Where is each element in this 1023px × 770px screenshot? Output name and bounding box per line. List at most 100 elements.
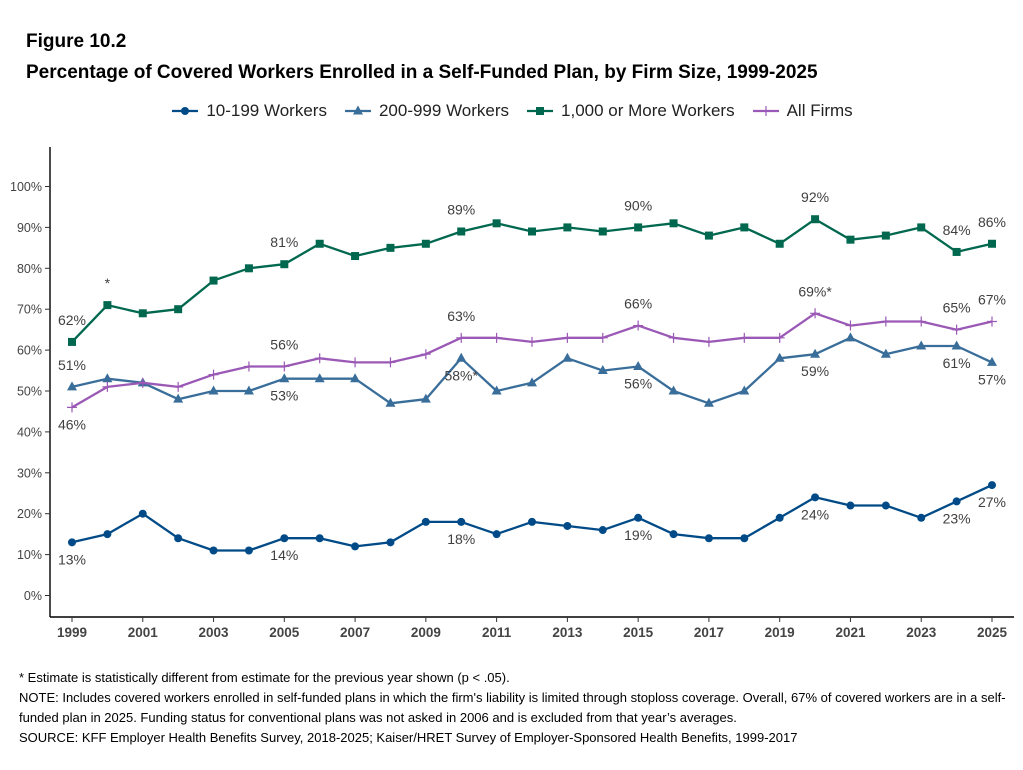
data-point — [350, 357, 361, 368]
data-point — [988, 239, 996, 248]
chart-notes: * Estimate is statistically different fr… — [19, 668, 1009, 748]
y-tick-label: 0% — [24, 589, 42, 603]
x-tick-label: 2007 — [340, 625, 370, 640]
data-point — [386, 243, 395, 252]
data-point — [527, 377, 537, 387]
data-point — [774, 332, 785, 343]
data-point — [243, 361, 254, 372]
data-point — [563, 521, 572, 530]
significance-note: * Estimate is statistically different fr… — [19, 670, 510, 685]
y-tick-label: 80% — [17, 262, 42, 276]
data-point — [703, 336, 714, 347]
data-point — [209, 546, 218, 555]
data-label: 13% — [58, 551, 86, 567]
data-point — [598, 227, 607, 236]
data-point — [846, 235, 855, 244]
data-label: 23% — [943, 510, 971, 526]
y-tick-label: 40% — [17, 425, 42, 439]
chart-legend: 10-199 Workers 200-999 Workers 1,000 or Mo… — [0, 98, 1023, 124]
data-point — [174, 305, 183, 314]
y-tick-label: 10% — [17, 548, 42, 562]
data-point — [634, 223, 643, 232]
data-point — [597, 332, 608, 343]
data-point — [421, 517, 430, 526]
data-point — [420, 393, 431, 403]
data-point — [351, 252, 360, 261]
data-label: 61% — [943, 355, 971, 371]
data-label: 63% — [447, 308, 475, 324]
legend-label: 10-199 Workers — [206, 101, 327, 120]
data-point — [669, 530, 678, 539]
data-label: 14% — [270, 547, 298, 563]
data-point — [350, 373, 361, 383]
data-point — [280, 534, 289, 543]
data-point — [703, 397, 714, 407]
data-point — [774, 352, 785, 362]
x-tick-label: 2011 — [482, 625, 512, 640]
legend-label: 200-999 Workers — [378, 101, 510, 120]
data-point — [845, 320, 856, 331]
data-point — [633, 320, 644, 331]
data-label: 53% — [270, 388, 298, 404]
data-point — [492, 219, 501, 228]
data-point — [597, 365, 608, 375]
x-tick-label: 2013 — [552, 625, 583, 640]
data-point — [456, 332, 467, 343]
x-tick-label: 2005 — [269, 625, 300, 640]
data-point — [811, 215, 820, 224]
data-label: 18% — [447, 531, 475, 547]
data-point — [845, 332, 856, 342]
data-point — [385, 357, 396, 368]
data-point — [917, 223, 926, 232]
data-point — [315, 239, 324, 248]
data-point — [457, 227, 466, 236]
data-point — [598, 526, 607, 535]
data-point — [562, 352, 573, 362]
legend-marker — [352, 105, 363, 115]
data-point — [704, 534, 713, 543]
data-label: 81% — [270, 234, 298, 250]
data-label: 19% — [624, 527, 652, 543]
data-point — [314, 373, 325, 383]
data-label: 24% — [801, 506, 829, 522]
y-tick-label: 50% — [17, 385, 42, 399]
data-point — [952, 497, 961, 506]
series-10-199-workers — [68, 481, 996, 555]
data-point — [137, 377, 148, 388]
figure-number: Figure 10.2 — [26, 31, 127, 52]
data-point — [810, 348, 821, 358]
data-point — [669, 219, 678, 228]
data-point — [280, 260, 289, 269]
data-point — [138, 509, 147, 518]
x-tick-label: 2025 — [977, 625, 1008, 640]
legend-marker — [536, 107, 545, 115]
legend-swatch — [172, 107, 199, 115]
legend-swatch — [752, 106, 779, 116]
y-tick-label: 70% — [17, 303, 42, 317]
data-label: 58%* — [444, 367, 478, 383]
data-label: 62% — [58, 312, 86, 328]
data-point — [739, 385, 750, 395]
y-tick-label: 90% — [17, 221, 42, 235]
data-point — [67, 402, 77, 413]
data-point — [103, 530, 112, 539]
data-point — [951, 340, 962, 350]
data-point — [563, 223, 572, 232]
data-point — [279, 361, 290, 372]
data-point — [208, 385, 219, 395]
x-tick-label: 2015 — [623, 625, 654, 640]
data-point — [668, 332, 679, 343]
data-point — [881, 501, 890, 510]
data-point — [916, 340, 927, 350]
data-point — [421, 239, 430, 248]
data-point — [315, 534, 324, 543]
data-point — [102, 381, 113, 392]
data-label: 84% — [943, 222, 971, 238]
data-point — [527, 336, 537, 347]
x-tick-label: 2001 — [128, 625, 159, 640]
source-note: SOURCE: KFF Employer Health Benefits Sur… — [19, 730, 798, 745]
legend-marker — [760, 106, 771, 116]
data-label: 59% — [801, 363, 829, 379]
x-tick-label: 2019 — [765, 625, 795, 640]
series-all-firms — [67, 308, 997, 413]
